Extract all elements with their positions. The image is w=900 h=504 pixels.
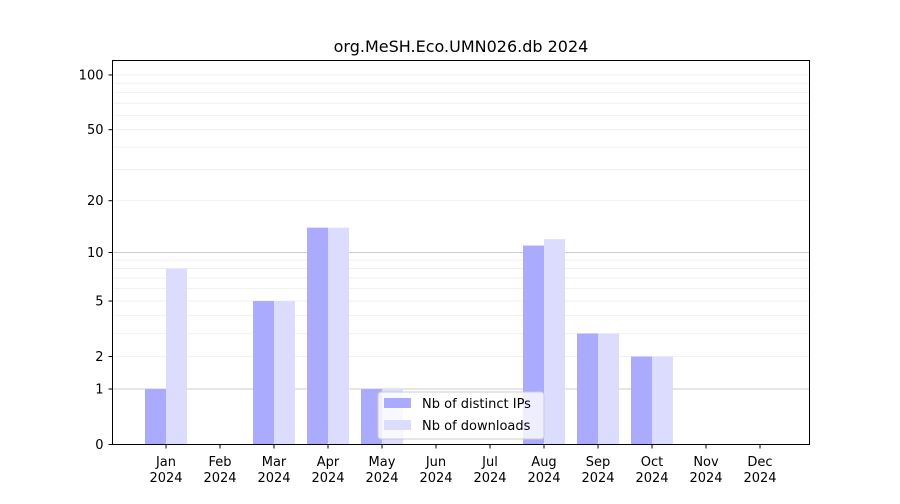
x-tick-label-year: 2024 [257,471,290,486]
y-tick-label: 50 [87,123,104,138]
y-tick-label: 10 [87,246,104,261]
bar-downloads-aug [544,239,565,445]
x-tick-label-month: Sep [586,455,611,470]
x-tick-label-year: 2024 [689,471,722,486]
x-tick-label-month: May [369,455,396,470]
x-tick-label-year: 2024 [527,471,560,486]
grid-layer [112,74,810,390]
y-tick-label: 100 [79,68,104,83]
x-tick-label-year: 2024 [149,471,182,486]
bar-downloads-mar [274,301,295,445]
bar-downloads-apr [328,227,349,445]
x-tick-label-month: Oct [641,455,663,470]
x-tick-label-year: 2024 [203,471,236,486]
x-tick-label-year: 2024 [743,471,776,486]
chart-title: org.MeSH.Eco.UMN026.db 2024 [334,37,589,56]
legend-label-ips: Nb of distinct IPs [422,397,531,412]
bar-distinct-ips-apr [307,227,328,445]
x-tick-label-year: 2024 [419,471,452,486]
y-tick-label: 2 [95,350,103,365]
x-tick-label-month: Jul [481,455,498,470]
legend-box [377,391,545,440]
bar-distinct-ips-sep [577,333,598,445]
y-axis: 0 1 2 5 10 20 50 100 [79,68,113,453]
x-tick-label-year: 2024 [581,471,614,486]
x-tick-label-month: Jan [155,455,176,470]
y-tick-label: 5 [95,295,103,310]
x-axis: Jan2024Feb2024Mar2024Apr2024May2024Jun20… [149,444,777,486]
bar-downloads-sep [598,333,619,445]
x-tick-label-month: Jun [425,455,446,470]
bar-downloads-jan [166,268,187,445]
x-tick-label-month: Aug [531,455,556,470]
bar-distinct-ips-oct [631,356,652,445]
legend: Nb of distinct IPs Nb of downloads [377,391,545,440]
x-tick-label-month: Apr [317,455,340,470]
legend-swatch-ips [384,398,411,408]
x-tick-label-year: 2024 [365,471,398,486]
y-tick-label: 0 [95,438,103,453]
x-tick-label-month: Dec [747,455,772,470]
bar-distinct-ips-may [361,388,382,445]
x-tick-label-month: Nov [693,455,719,470]
bar-distinct-ips-mar [253,301,274,445]
y-tick-label: 1 [95,382,103,397]
bar-downloads-oct [652,356,673,445]
x-tick-label-month: Feb [208,455,231,470]
x-tick-label-year: 2024 [635,471,668,486]
bar-distinct-ips-jan [145,388,166,445]
x-tick-label-year: 2024 [473,471,506,486]
y-tick-label: 20 [87,194,104,209]
x-tick-label-year: 2024 [311,471,344,486]
x-tick-label-month: Mar [262,455,287,470]
legend-label-downloads: Nb of downloads [422,419,531,434]
legend-swatch-downloads [384,420,411,430]
